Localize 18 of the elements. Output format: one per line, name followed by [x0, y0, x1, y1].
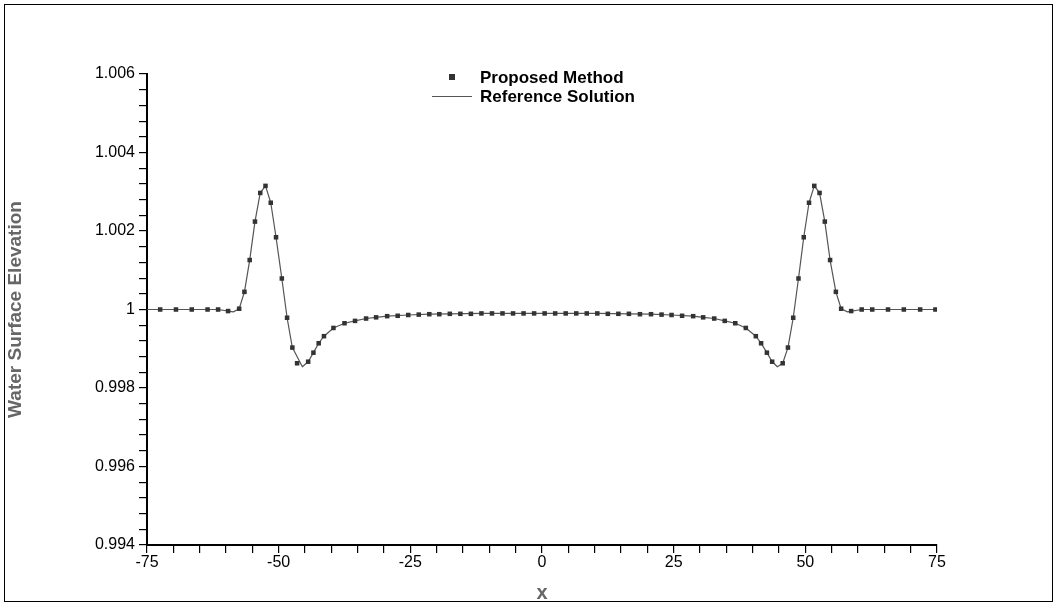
x-tick-label: 50	[796, 553, 815, 571]
legend-label: Reference Solution	[480, 87, 635, 106]
y-axis-title: Water Surface Elevation	[3, 201, 25, 418]
y-tick-label: 0.998	[94, 378, 136, 396]
y-tick-label: 0.996	[94, 456, 136, 474]
x-tick-label: -75	[135, 553, 159, 571]
x-tick-label: 75	[928, 553, 946, 571]
y-tick-label: 1	[126, 299, 136, 317]
x-tick-label: -25	[398, 553, 422, 571]
y-tick-label: 0.994	[94, 535, 136, 553]
x-tick-label: -50	[267, 553, 291, 571]
y-tick-label: 1.004	[94, 142, 136, 160]
y-tick-label: 1.006	[94, 64, 136, 82]
x-axis-title: x	[536, 580, 548, 603]
x-tick-label: 25	[664, 553, 683, 571]
legend-label: Proposed Method	[480, 68, 624, 87]
x-tick-label: 0	[537, 553, 547, 571]
y-tick-label: 1.002	[94, 221, 136, 239]
